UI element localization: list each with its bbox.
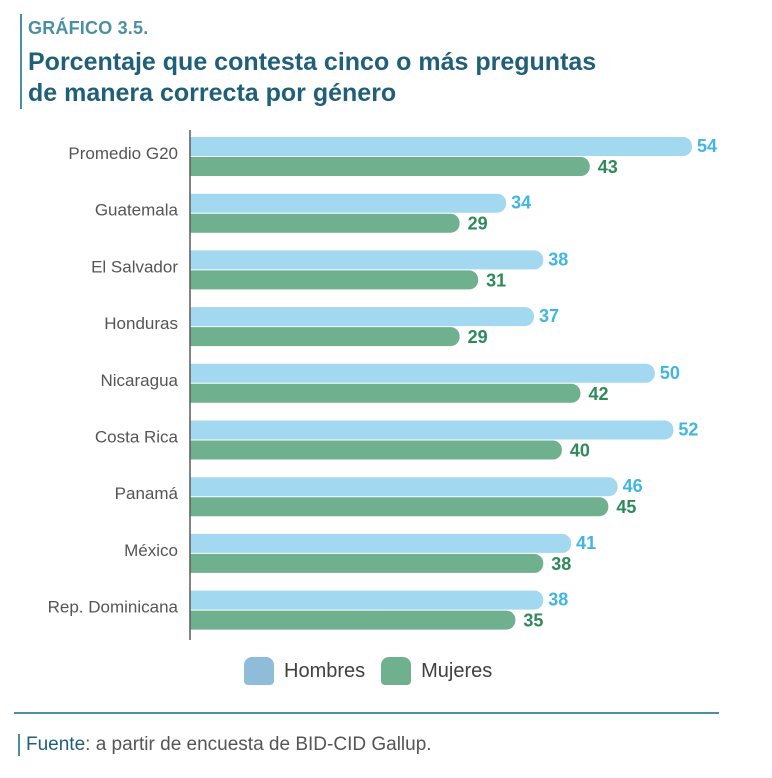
source-text: : a partir de encuesta de BID-CID Gallup… [85, 734, 432, 755]
chart-title-line-1: Porcentaje que contesta cinco o más preg… [28, 48, 597, 76]
legend-item-hombres: Hombres [244, 657, 365, 685]
bar-hombres-mexico [190, 533, 572, 553]
value-label-mujeres-promedio-g20: 43 [598, 157, 618, 177]
category-label-panama: Panamá [115, 484, 179, 503]
value-label-mujeres-panama: 45 [616, 497, 636, 517]
bar-hombres-el-salvador [190, 250, 544, 270]
chart-title-line-2: de manera correcta por género [28, 79, 397, 107]
bar-hombres-honduras [190, 307, 534, 327]
value-label-mujeres-rep-dominicana: 35 [523, 611, 543, 631]
value-label-hombres-panama: 46 [623, 476, 643, 496]
value-label-mujeres-el-salvador: 31 [486, 270, 506, 290]
figure-label: GRÁFICO 3.5. [28, 18, 149, 38]
bar-hombres-costa-rica [190, 420, 674, 440]
value-label-hombres-nicaragua: 50 [660, 363, 680, 383]
value-label-mujeres-mexico: 38 [551, 554, 571, 574]
source-label: Fuente [26, 734, 86, 755]
bar-mujeres-honduras [190, 327, 460, 347]
category-label-guatemala: Guatemala [95, 201, 179, 220]
bar-hombres-promedio-g20 [190, 137, 692, 156]
value-label-mujeres-costa-rica: 40 [570, 441, 590, 461]
legend-label-mujeres: Mujeres [421, 659, 493, 682]
bar-mujeres-costa-rica [190, 440, 562, 460]
bar-hombres-panama [190, 477, 618, 497]
bar-hombres-guatemala [190, 193, 507, 213]
legend-swatch-hombres [244, 657, 274, 685]
value-label-hombres-el-salvador: 38 [548, 249, 568, 269]
bar-mujeres-panama [190, 497, 609, 517]
category-label-nicaragua: Nicaragua [101, 371, 179, 390]
category-label-promedio-g20: Promedio G20 [68, 144, 178, 163]
bar-hombres-nicaragua [190, 363, 655, 383]
bar-hombres-rep-dominicana [190, 590, 544, 610]
bar-mujeres-guatemala [190, 213, 460, 233]
category-label-el-salvador: El Salvador [91, 257, 178, 276]
category-label-rep-dominicana: Rep. Dominicana [48, 598, 179, 617]
value-label-mujeres-guatemala: 29 [468, 214, 488, 234]
bar-chart: Promedio G20 54 43 Guatemala 34 29 El Salvador… [48, 130, 717, 640]
value-label-hombres-mexico: 41 [576, 533, 596, 553]
legend-label-hombres: Hombres [284, 659, 366, 682]
bar-mujeres-mexico [190, 553, 544, 573]
footer-divider [14, 712, 719, 714]
chart-header: GRÁFICO 3.5. Porcentaje que contesta cin… [20, 14, 758, 109]
value-label-hombres-honduras: 37 [539, 306, 559, 326]
value-label-mujeres-honduras: 29 [468, 327, 488, 347]
category-label-honduras: Honduras [104, 314, 178, 333]
value-label-hombres-rep-dominicana: 38 [548, 590, 568, 610]
legend-item-mujeres: Mujeres [381, 657, 492, 685]
value-label-mujeres-nicaragua: 42 [588, 384, 608, 404]
bar-mujeres-rep-dominicana [190, 610, 516, 630]
category-label-costa-rica: Costa Rica [95, 428, 179, 447]
bar-mujeres-el-salvador [190, 270, 479, 290]
category-label-mexico: México [124, 541, 178, 560]
value-label-hombres-guatemala: 34 [511, 193, 531, 213]
value-label-hombres-costa-rica: 52 [678, 420, 698, 440]
chart-legend: Hombres Mujeres [244, 657, 492, 685]
source-note: Fuente: a partir de encuesta de BID-CID … [18, 734, 432, 756]
value-label-hombres-promedio-g20: 54 [697, 136, 717, 156]
legend-swatch-mujeres [381, 657, 412, 685]
bar-mujeres-nicaragua [190, 383, 581, 403]
chart-title: Porcentaje que contesta cinco o más preg… [28, 47, 758, 109]
bar-mujeres-promedio-g20 [190, 157, 590, 176]
